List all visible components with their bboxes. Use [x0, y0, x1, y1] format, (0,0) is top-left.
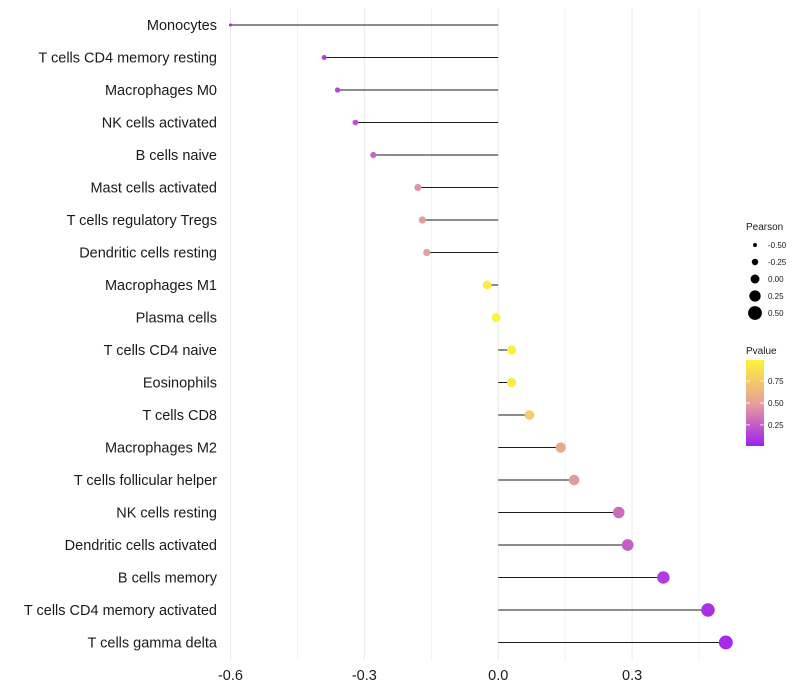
color-legend: Pvalue 0.25 0.50 0.75	[746, 346, 784, 446]
category-label: T cells CD8	[142, 408, 217, 424]
category-labels: Monocytes T cells CD4 memory resting Macro…	[24, 18, 218, 652]
size-legend-title: Pearson	[746, 222, 783, 233]
size-legend-label: -0.25	[768, 258, 787, 267]
category-label: Macrophages M1	[105, 278, 217, 294]
size-legend-dot	[749, 290, 761, 302]
category-label: T cells follicular helper	[74, 473, 217, 489]
x-tick-label: -0.6	[218, 668, 243, 684]
category-label: Monocytes	[147, 18, 217, 34]
size-legend-label: 0.25	[768, 292, 784, 301]
lollipop-point	[352, 119, 359, 126]
x-tick-label: 0.0	[488, 668, 508, 684]
lollipop-point	[491, 313, 501, 322]
category-label: Macrophages M2	[105, 441, 217, 457]
category-label: Dendritic cells resting	[79, 246, 217, 262]
category-label: B cells memory	[118, 571, 218, 587]
category-label: Dendritic cells activated	[65, 538, 217, 554]
x-tick-labels: -0.6 -0.3 0.0 0.3	[218, 668, 642, 684]
lollipop-point	[507, 345, 517, 355]
lollipop-point	[414, 183, 422, 192]
color-legend-label: 0.25	[768, 421, 784, 430]
size-legend-dot	[750, 274, 760, 284]
lollipop-point	[507, 377, 517, 388]
color-legend-label: 0.75	[768, 377, 784, 386]
lollipop-point	[482, 280, 492, 290]
color-legend-title: Pvalue	[746, 346, 777, 357]
lollipop-point	[657, 571, 670, 584]
lollipop-point	[612, 506, 625, 519]
lollipop-point	[334, 87, 341, 93]
colorbar	[746, 360, 764, 446]
category-label: T cells regulatory Tregs	[67, 213, 217, 229]
stem-layer	[230, 24, 726, 643]
category-label: Macrophages M0	[105, 83, 217, 99]
size-legend-dot	[753, 243, 757, 247]
size-legend-dot	[751, 258, 759, 266]
lollipop-point	[321, 54, 327, 61]
size-legend-label: 0.00	[768, 275, 784, 284]
size-legend-label: -0.50	[768, 241, 787, 250]
category-label: B cells naive	[136, 148, 217, 164]
lollipop-point	[621, 539, 634, 551]
category-label: NK cells resting	[116, 506, 217, 522]
x-tick-label: 0.3	[622, 668, 642, 684]
category-label: Eosinophils	[143, 376, 217, 392]
size-legend-dot	[748, 306, 762, 320]
lollipop-point	[524, 410, 535, 420]
category-label: T cells CD4 memory activated	[24, 603, 217, 619]
grid-layer	[229, 8, 700, 660]
lollipop-point	[568, 474, 580, 486]
x-tick-label: -0.3	[352, 668, 377, 684]
category-label: Plasma cells	[136, 311, 217, 327]
category-label: NK cells activated	[102, 116, 217, 132]
lollipop-point	[228, 23, 232, 27]
lollipop-point	[718, 635, 733, 650]
size-legend-label: 0.50	[768, 309, 784, 318]
lollipop-point	[555, 442, 566, 453]
color-legend-label: 0.50	[768, 399, 784, 408]
point-layer	[228, 23, 733, 650]
category-label: T cells CD4 naive	[104, 343, 217, 359]
lollipop-point	[418, 216, 426, 224]
lollipop-point	[423, 248, 431, 257]
category-label: T cells CD4 memory resting	[38, 51, 217, 67]
category-label: Mast cells activated	[90, 181, 217, 197]
lollipop-point	[701, 603, 715, 617]
lollipop-point	[370, 151, 377, 159]
size-legend: Pearson -0.50 -0.25 0.00 0.25 0.50	[746, 222, 787, 320]
category-label: T cells gamma delta	[88, 636, 218, 652]
